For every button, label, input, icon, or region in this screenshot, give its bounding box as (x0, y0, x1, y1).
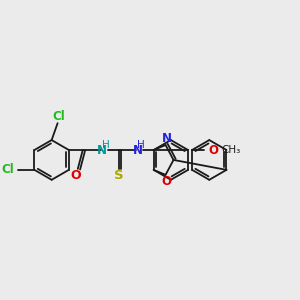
Text: O: O (162, 175, 172, 188)
Text: H: H (102, 140, 110, 150)
Text: N: N (97, 143, 106, 157)
Text: CH₃: CH₃ (221, 145, 240, 155)
Text: S: S (114, 169, 123, 182)
Text: Cl: Cl (1, 164, 14, 176)
Text: O: O (208, 143, 218, 157)
Text: N: N (162, 132, 172, 145)
Text: O: O (70, 169, 81, 182)
Text: Cl: Cl (52, 110, 65, 123)
Text: H: H (137, 140, 145, 150)
Text: N: N (132, 143, 142, 157)
